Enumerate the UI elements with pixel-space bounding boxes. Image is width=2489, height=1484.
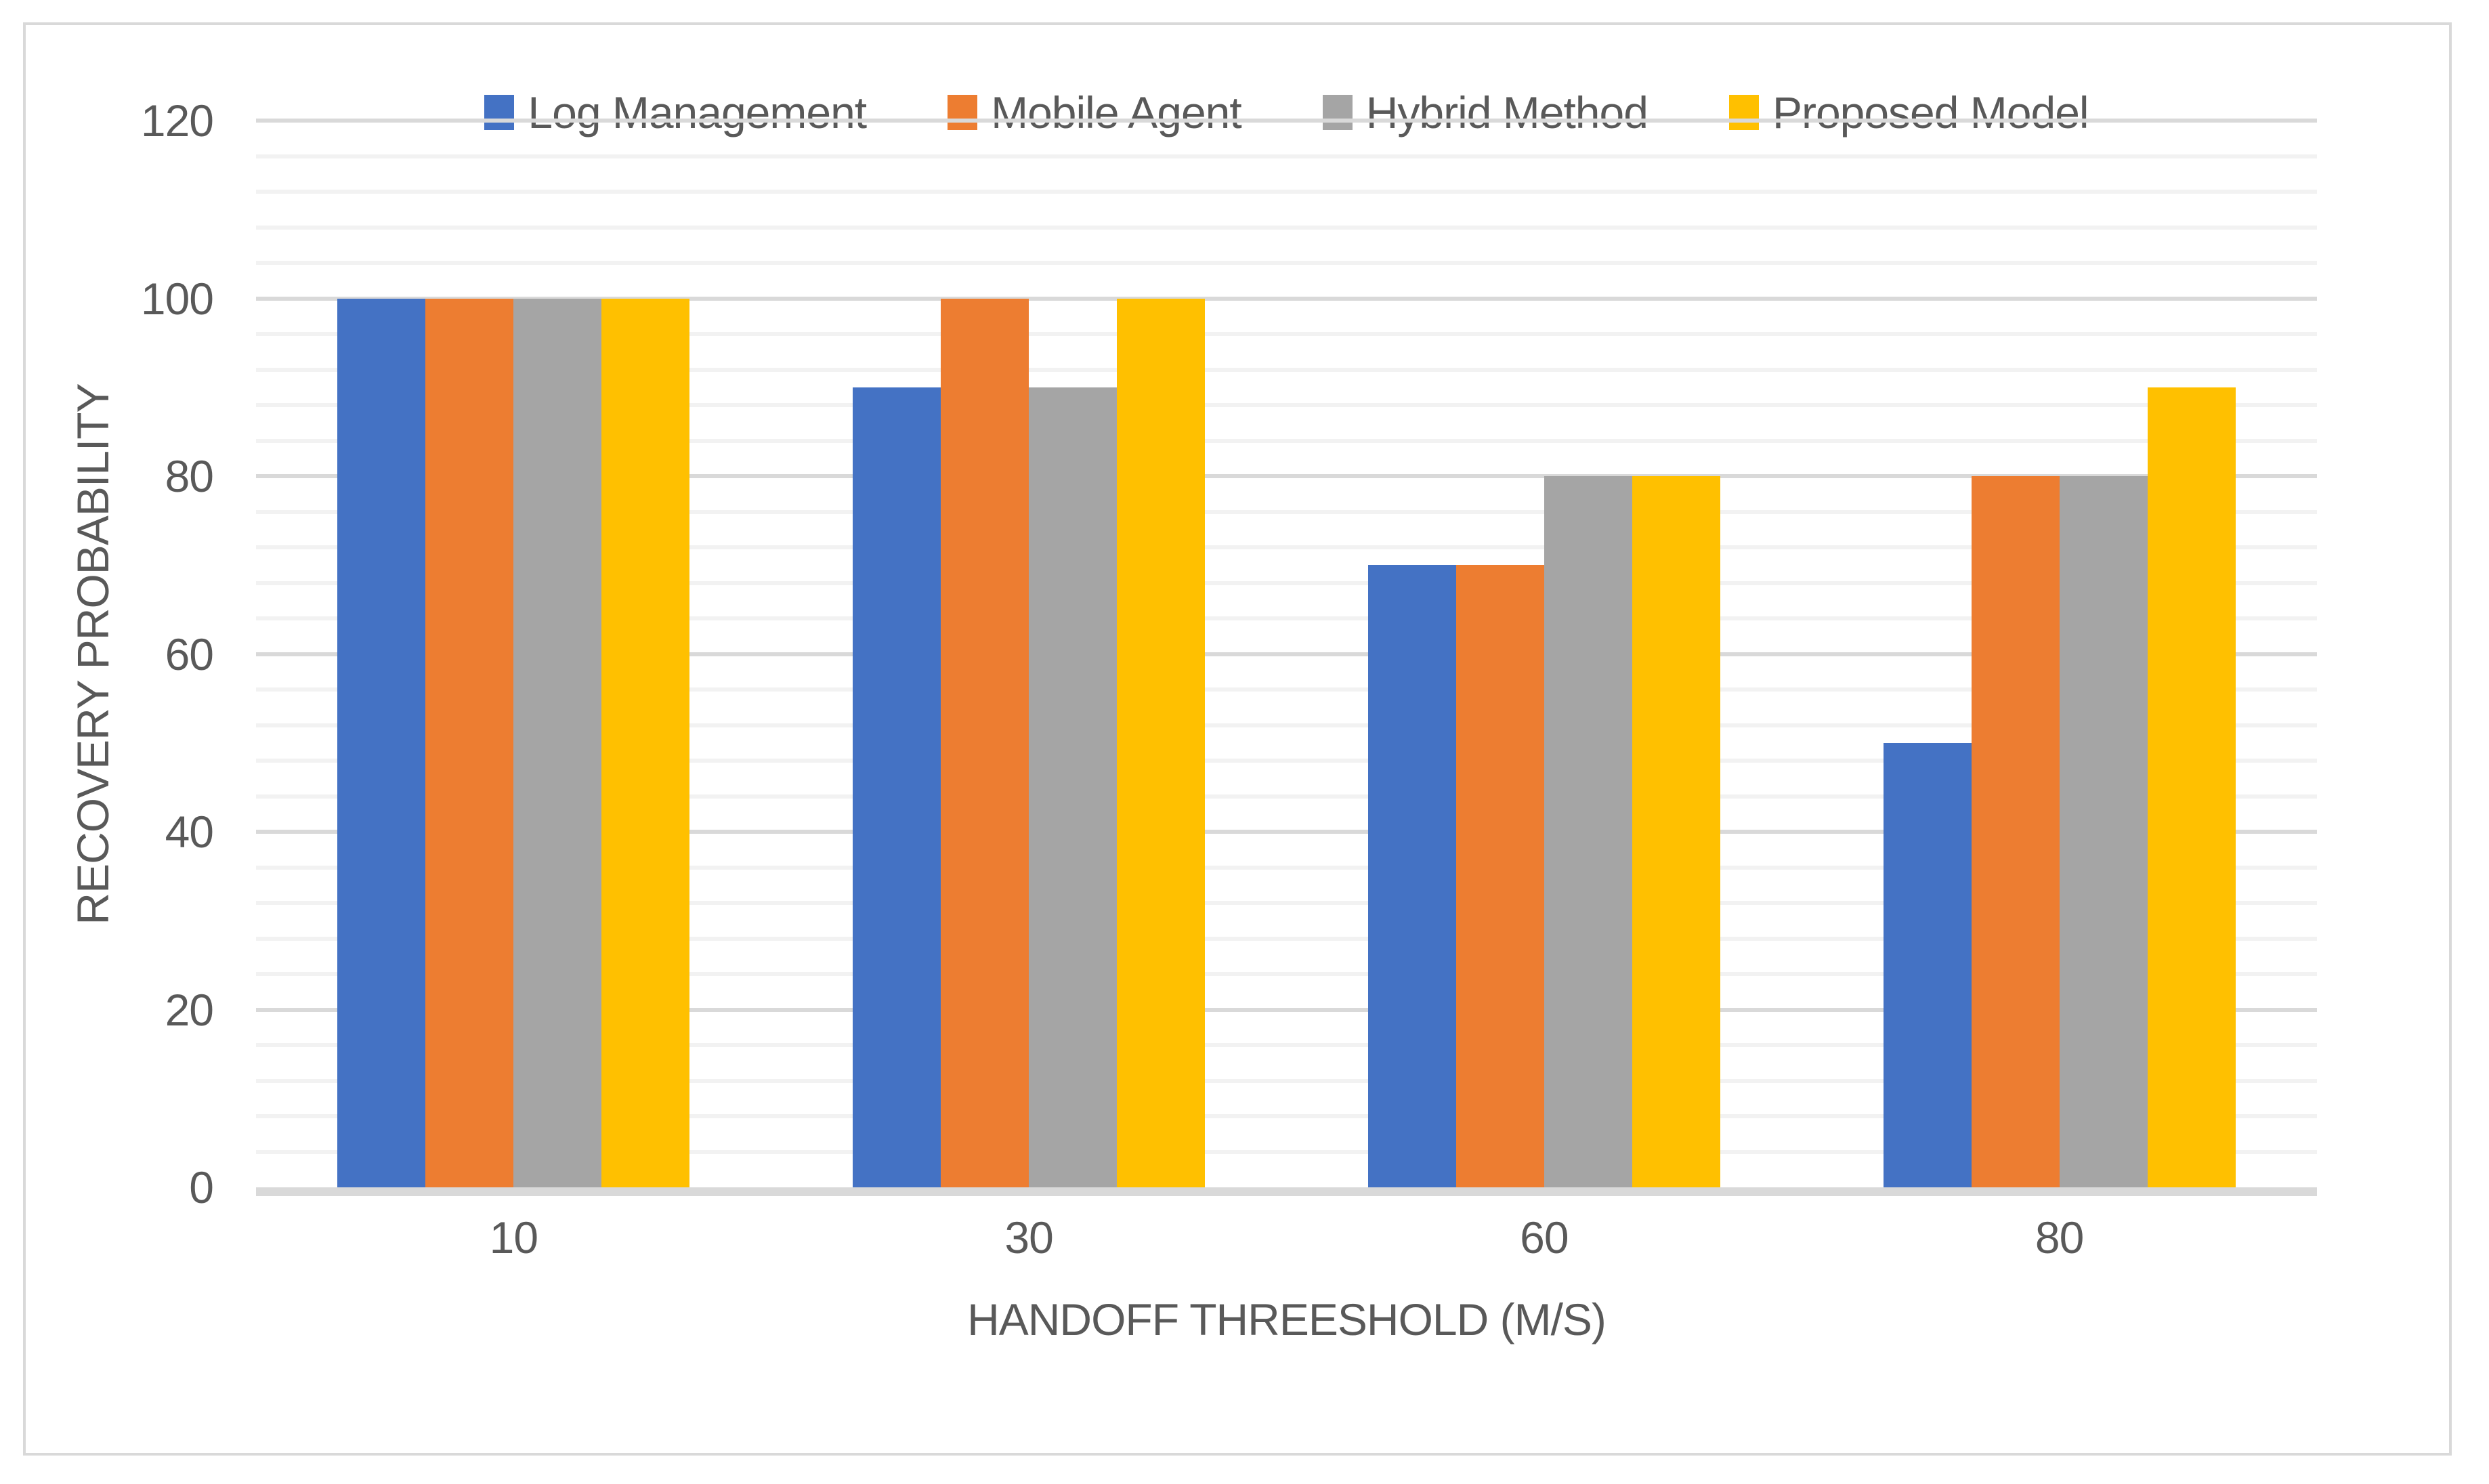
gridline-minor xyxy=(256,154,2317,158)
legend-marker-icon xyxy=(1322,95,1353,130)
bar-proposed-model xyxy=(601,298,690,1187)
legend-item: Hybrid Method xyxy=(1322,87,1648,138)
y-tick-label: 80 xyxy=(165,451,214,501)
legend: Log Management Mobile Agent Hybrid Method P… xyxy=(256,87,2317,138)
gridline-minor xyxy=(256,1114,2317,1118)
bar-mobile-agent xyxy=(1455,565,1544,1187)
gridline-minor xyxy=(256,1043,2317,1047)
gridline-minor xyxy=(256,794,2317,799)
x-tick-label: 10 xyxy=(489,1212,538,1263)
gridline-major xyxy=(256,652,2317,656)
x-tick-label: 80 xyxy=(2035,1212,2084,1263)
y-tick-label: 40 xyxy=(165,807,214,857)
gridline-minor xyxy=(256,1078,2317,1083)
legend-item: Log Management xyxy=(484,87,867,138)
gridline-minor xyxy=(256,580,2317,585)
legend-label: Hybrid Method xyxy=(1365,87,1648,137)
bar-log-management xyxy=(1883,742,1972,1187)
gridline-minor xyxy=(256,936,2317,941)
legend-item: Mobile Agent xyxy=(948,87,1242,138)
bar-proposed-model xyxy=(1117,298,1206,1187)
gridline-major xyxy=(256,474,2317,478)
y-tick-label: 60 xyxy=(165,629,214,679)
bar-hybrid-method xyxy=(2059,476,2148,1187)
y-tick-label: 100 xyxy=(140,273,214,324)
bar-proposed-model xyxy=(1632,476,1720,1187)
bar-mobile-agent xyxy=(1971,476,2060,1187)
bar-hybrid-method xyxy=(1029,387,1118,1187)
y-tick-label: 20 xyxy=(165,984,214,1035)
gridline-minor xyxy=(256,509,2317,514)
y-tick-label: 120 xyxy=(140,96,214,146)
gridline-major xyxy=(256,1007,2317,1012)
legend-marker-icon xyxy=(948,95,978,130)
bar-proposed-model xyxy=(2147,387,2236,1187)
gridline-minor xyxy=(256,190,2317,194)
gridline-minor xyxy=(256,687,2317,692)
gridline-minor xyxy=(256,225,2317,230)
gridline-minor xyxy=(256,332,2317,336)
gridline-major xyxy=(256,119,2317,123)
bar-mobile-agent xyxy=(941,298,1029,1187)
gridline-minor xyxy=(256,723,2317,727)
legend-item: Proposed Model xyxy=(1728,87,2089,138)
x-axis-line xyxy=(256,1187,2317,1196)
gridline-minor xyxy=(256,901,2317,905)
gridline-minor xyxy=(256,972,2317,976)
gridline-minor xyxy=(256,616,2317,620)
gridline-minor xyxy=(256,759,2317,763)
bar-log-management xyxy=(1367,565,1456,1187)
bar-hybrid-method xyxy=(513,298,602,1187)
gridline-major xyxy=(256,296,2317,301)
gridline-minor xyxy=(256,367,2317,372)
gridline-major xyxy=(256,830,2317,834)
x-tick-label: 30 xyxy=(1004,1212,1053,1263)
legend-marker-icon xyxy=(1728,95,1759,130)
bar-hybrid-method xyxy=(1544,476,1632,1187)
gridline-minor xyxy=(256,865,2317,870)
gridline-minor xyxy=(256,1149,2317,1154)
gridline-minor xyxy=(256,403,2317,407)
bar-log-management xyxy=(853,387,941,1187)
legend-marker-icon xyxy=(484,95,515,130)
bar-log-management xyxy=(337,298,426,1187)
gridline-minor xyxy=(256,545,2317,549)
bar-mobile-agent xyxy=(425,298,514,1187)
x-axis-title: HANDOFF THREESHOLD (M/S) xyxy=(967,1294,1607,1344)
legend-label: Mobile Agent xyxy=(991,87,1242,137)
gridline-minor xyxy=(256,438,2317,443)
y-tick-label: 0 xyxy=(189,1162,214,1212)
legend-label: Proposed Model xyxy=(1772,87,2089,137)
x-tick-label: 60 xyxy=(1520,1212,1569,1263)
gridline-minor xyxy=(256,261,2317,265)
legend-label: Log Management xyxy=(528,87,867,137)
